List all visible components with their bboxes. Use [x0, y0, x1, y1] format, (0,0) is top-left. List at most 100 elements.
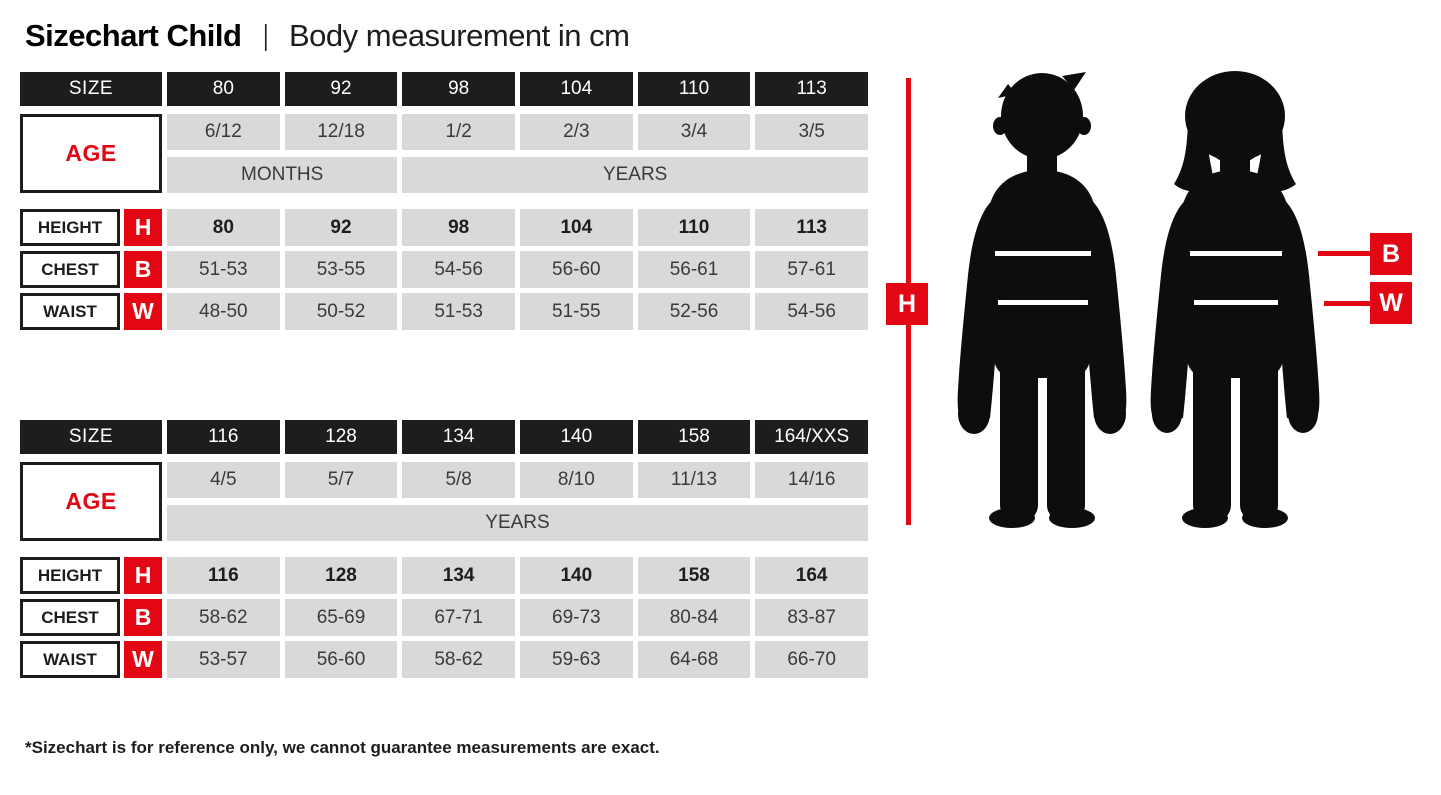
chest-badge: B — [1370, 233, 1412, 275]
sizechart-table-large-sizes: SIZE 116 128 134 140 158 164/XXS AGE 4/5… — [20, 420, 868, 683]
waist-cell: 54-56 — [755, 293, 868, 330]
height-cell: 80 — [167, 209, 280, 246]
age-unit-cell: YEARS — [402, 157, 868, 193]
age-unit-cell: YEARS — [167, 505, 868, 541]
age-cell: 5/7 — [284, 462, 398, 498]
age-rows: AGE 4/5 5/7 5/8 8/10 11/13 14/16 YEARS — [20, 462, 868, 541]
height-code-badge: H — [124, 557, 162, 594]
size-cell: 158 — [637, 420, 751, 454]
size-cell: 110 — [637, 72, 751, 106]
height-cell: 140 — [519, 557, 633, 594]
chest-cell: 51-53 — [167, 251, 280, 288]
waist-badge: W — [1370, 282, 1412, 324]
waist-row: WAIST W 48-50 50-52 51-53 51-55 52-56 54… — [20, 293, 868, 330]
size-cell: 134 — [402, 420, 515, 454]
chest-cell: 56-60 — [519, 251, 633, 288]
height-row: HEIGHT H 116 128 134 140 158 164 — [20, 557, 868, 594]
size-cell: 140 — [519, 420, 633, 454]
waist-cell: 51-53 — [402, 293, 515, 330]
height-cell: 113 — [755, 209, 868, 246]
size-cell: 92 — [284, 72, 398, 106]
sizechart-table-small-sizes: SIZE 80 92 98 104 110 113 AGE 6/12 12/18… — [20, 72, 868, 335]
chest-cell: 56-61 — [637, 251, 751, 288]
waist-cell: 64-68 — [637, 641, 751, 678]
height-badge: H — [886, 283, 928, 325]
girl-silhouette-icon — [1150, 71, 1320, 528]
chest-cell: 67-71 — [402, 599, 515, 636]
title-separator: | — [263, 19, 269, 52]
age-cell: 8/10 — [519, 462, 633, 498]
chest-cell: 53-55 — [284, 251, 398, 288]
waist-label: WAIST — [20, 641, 120, 678]
chest-cell: 57-61 — [755, 251, 868, 288]
height-cell: 158 — [637, 557, 751, 594]
height-cell: 110 — [637, 209, 751, 246]
height-code-badge: H — [124, 209, 162, 246]
size-label: SIZE — [20, 72, 162, 106]
girl-waist-band — [1194, 300, 1278, 305]
chest-code-badge: B — [124, 599, 162, 636]
age-cell: 11/13 — [637, 462, 751, 498]
page-subtitle: Body measurement in cm — [288, 18, 630, 53]
waist-cell: 52-56 — [637, 293, 751, 330]
age-cell: 2/3 — [519, 114, 633, 150]
size-cell: 113 — [755, 72, 868, 106]
chest-cell: 65-69 — [284, 599, 398, 636]
waist-code-badge: W — [124, 293, 162, 330]
height-label-group: HEIGHT H — [20, 209, 162, 246]
height-cell: 164 — [755, 557, 868, 594]
age-cell: 3/5 — [755, 114, 868, 150]
height-cell: 134 — [402, 557, 515, 594]
age-cell: 14/16 — [755, 462, 868, 498]
age-cell: 1/2 — [402, 114, 515, 150]
footnote: *Sizechart is for reference only, we can… — [25, 738, 660, 757]
waist-cell: 66-70 — [755, 641, 868, 678]
chest-cell: 80-84 — [637, 599, 751, 636]
size-cell: 80 — [167, 72, 280, 106]
boy-silhouette-icon — [957, 72, 1127, 528]
waist-cell: 56-60 — [284, 641, 398, 678]
chest-row: CHEST B 51-53 53-55 54-56 56-60 56-61 57… — [20, 251, 868, 288]
waist-cell: 48-50 — [167, 293, 280, 330]
age-cell: 5/8 — [402, 462, 515, 498]
chest-cell: 83-87 — [755, 599, 868, 636]
waist-label-group: WAIST W — [20, 293, 162, 330]
waist-cell: 58-62 — [402, 641, 515, 678]
page-header: Sizechart Child | Body measurement in cm — [25, 18, 630, 54]
size-cell: 98 — [402, 72, 515, 106]
waist-label: WAIST — [20, 293, 120, 330]
size-label: SIZE — [20, 420, 162, 454]
age-cell: 12/18 — [284, 114, 398, 150]
height-cell: 98 — [402, 209, 515, 246]
height-row: HEIGHT H 80 92 98 104 110 113 — [20, 209, 868, 246]
age-label: AGE — [20, 114, 162, 193]
size-cell: 164/XXS — [755, 420, 868, 454]
height-cell: 116 — [167, 557, 280, 594]
age-label: AGE — [20, 462, 162, 541]
chest-label-group: CHEST B — [20, 599, 162, 636]
chest-label-group: CHEST B — [20, 251, 162, 288]
size-header-row: SIZE 116 128 134 140 158 164/XXS — [20, 420, 868, 454]
waist-row: WAIST W 53-57 56-60 58-62 59-63 64-68 66… — [20, 641, 868, 678]
chest-row: CHEST B 58-62 65-69 67-71 69-73 80-84 83… — [20, 599, 868, 636]
age-cell: 4/5 — [167, 462, 280, 498]
size-cell: 104 — [519, 72, 633, 106]
waist-cell: 51-55 — [519, 293, 633, 330]
chest-label: CHEST — [20, 251, 120, 288]
age-unit-cell: MONTHS — [167, 157, 398, 193]
waist-label-group: WAIST W — [20, 641, 162, 678]
height-cell: 92 — [284, 209, 398, 246]
height-label-group: HEIGHT H — [20, 557, 162, 594]
waist-code-badge: W — [124, 641, 162, 678]
chest-cell: 54-56 — [402, 251, 515, 288]
chest-connector-line — [1318, 251, 1372, 256]
size-cell: 116 — [167, 420, 280, 454]
age-rows: AGE 6/12 12/18 1/2 2/3 3/4 3/5 MONTHS YE… — [20, 114, 868, 193]
boy-chest-band — [995, 251, 1091, 256]
waist-cell: 50-52 — [284, 293, 398, 330]
chest-code-badge: B — [124, 251, 162, 288]
page-title: Sizechart Child — [25, 18, 242, 53]
chest-cell: 58-62 — [167, 599, 280, 636]
height-cell: 128 — [284, 557, 398, 594]
chest-label: CHEST — [20, 599, 120, 636]
